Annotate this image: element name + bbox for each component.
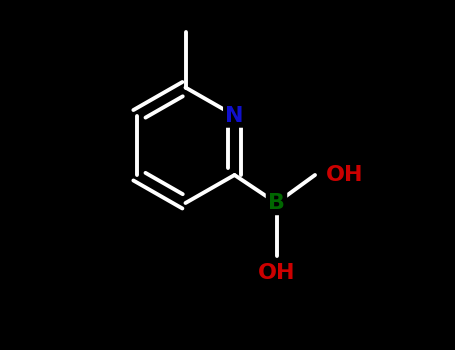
Text: OH: OH [325,165,363,185]
Text: OH: OH [258,263,295,283]
Text: B: B [268,193,285,213]
Text: N: N [225,105,244,126]
